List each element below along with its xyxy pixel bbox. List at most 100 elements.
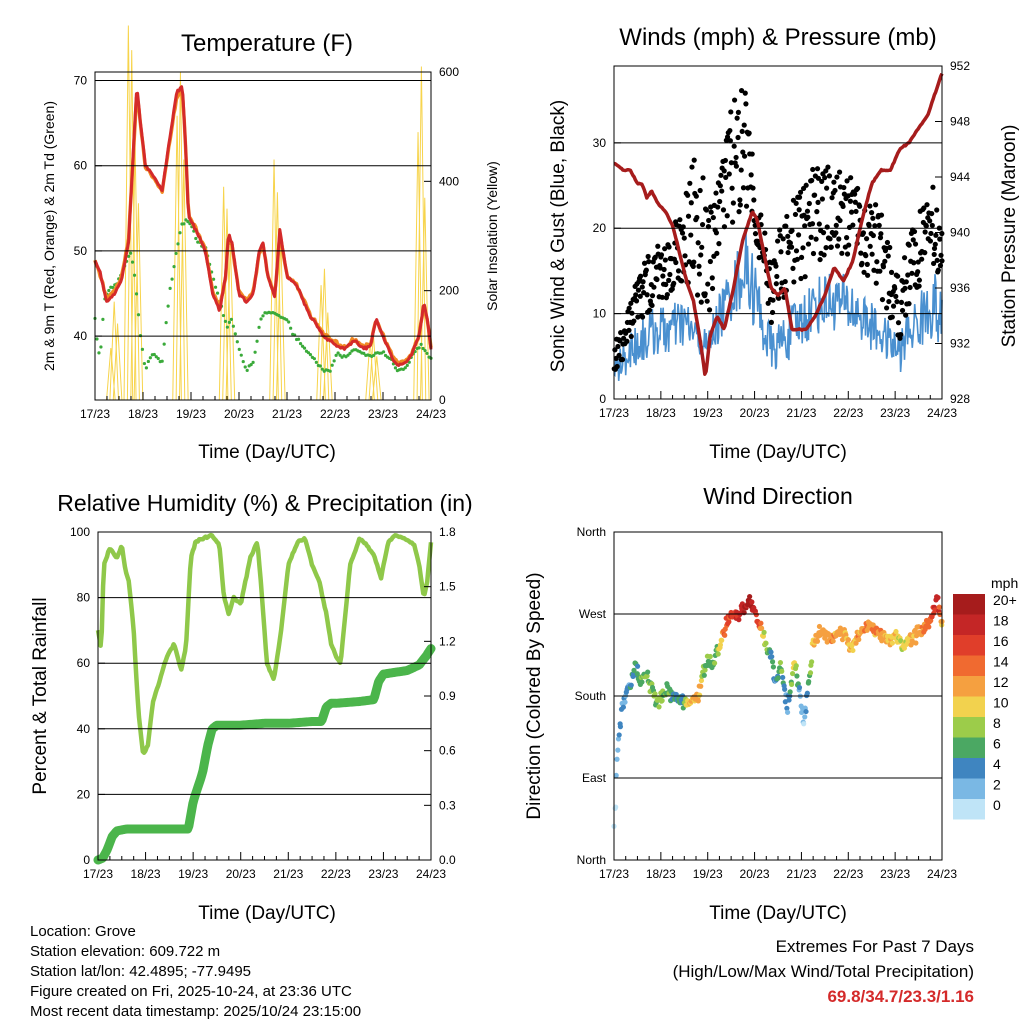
wind-direction-y-tick-label: South (575, 689, 606, 703)
wind-direction-panel: Wind Direction NorthEastSouthWestNorth17… (524, 483, 1018, 924)
dewpoint-point (160, 359, 164, 363)
dewpoint-point (221, 313, 226, 318)
dewpoint-point (227, 320, 231, 324)
dewpoint-point (249, 362, 253, 367)
relative-humidity-line (95, 532, 434, 755)
gust-point (927, 218, 933, 224)
humidity-x-tick-label: 21/23 (273, 867, 303, 881)
colorbar-swatch (953, 594, 985, 615)
gust-point (784, 213, 790, 220)
humidity-y-tick-label: 60 (77, 656, 91, 670)
gust-point (837, 217, 843, 224)
gust-point (804, 208, 811, 214)
wind-direction-point (760, 633, 767, 639)
gust-point (709, 275, 715, 281)
gust-point (782, 278, 788, 285)
dewpoint-point (320, 367, 324, 371)
gust-point (714, 250, 720, 256)
wind-direction-point (788, 681, 795, 687)
gust-point (884, 239, 891, 246)
colorbar-swatch (953, 655, 985, 676)
gust-point (626, 327, 632, 333)
gust-point (709, 285, 716, 292)
wind-direction-x-tick-label: 22/23 (833, 867, 863, 881)
gust-point (796, 194, 803, 200)
gust-point (873, 280, 879, 286)
dewpoint-point (144, 366, 148, 370)
gust-point (877, 268, 883, 274)
gust-point (803, 182, 809, 188)
dewpoint-point (174, 251, 178, 256)
gust-point (698, 299, 704, 305)
wind-direction-point (807, 670, 814, 676)
gust-point (720, 207, 727, 213)
gust-point (780, 236, 786, 242)
dewpoint-point (330, 363, 334, 367)
colorbar-swatch (953, 717, 985, 738)
wind-direction-point (628, 682, 634, 688)
wind-direction-point (901, 645, 908, 651)
wind-direction-point (803, 708, 809, 715)
dewpoint-point (162, 342, 166, 346)
gust-point (703, 207, 710, 213)
dewpoint-point (111, 285, 115, 290)
gust-point (833, 230, 839, 236)
gust-point (751, 197, 757, 203)
gust-point (921, 205, 927, 211)
gust-point (640, 279, 646, 285)
gust-point (824, 185, 830, 191)
gust-point (808, 234, 814, 240)
gust-point (893, 293, 899, 299)
dewpoint-point (255, 339, 259, 343)
wind-direction-point (782, 686, 788, 692)
solar-insolation-spike (269, 159, 279, 401)
gust-point (731, 97, 738, 103)
wind-direction-point (898, 638, 904, 644)
colorbar-label: 18 (993, 613, 1009, 629)
wind-direction-point (717, 642, 724, 648)
humidity-y-tick-label: 0 (83, 853, 90, 867)
dewpoint-point (215, 291, 220, 295)
wind-direction-y-tick-label: East (582, 771, 607, 785)
gust-point (706, 217, 712, 224)
wind-direction-point (816, 623, 823, 630)
temperature-axes: 40 50 60 70 0 200 400 600 17/23 18/23 19/23 20/23 21… (74, 65, 460, 421)
gust-point (915, 269, 921, 275)
wind-direction-point (652, 691, 658, 697)
dewpoint-point (421, 346, 425, 351)
gust-point (662, 257, 668, 263)
gust-point (694, 214, 700, 221)
humidity-y2-tick-label: 0.0 (439, 853, 456, 867)
station-elevation: Station elevation: 609.722 m (30, 943, 221, 960)
gust-point (809, 221, 816, 227)
winds-x-tick-label: 22/23 (833, 406, 863, 420)
wind-direction-point (758, 620, 764, 626)
gust-point (889, 314, 895, 320)
gust-point (817, 256, 823, 263)
gust-point (654, 276, 660, 283)
solar-insolation-spike (413, 132, 423, 401)
dewpoint-point (296, 337, 301, 341)
gust-point (813, 236, 819, 242)
gust-point (832, 187, 838, 194)
gust-point (655, 243, 661, 249)
station-latlon: Station lat/lon: 42.4895; -77.9495 (30, 963, 252, 980)
gust-point (722, 157, 729, 164)
temperature-y-label: 2m & 9m T (Red, Orange) & 2m Td (Green) (41, 101, 57, 371)
colorbar-label: 14 (993, 654, 1009, 670)
gust-point (867, 243, 873, 249)
gust-point (810, 250, 817, 257)
gust-point (693, 193, 699, 199)
gust-point (815, 175, 822, 181)
gust-point (852, 199, 858, 205)
dewpoint-point (312, 357, 316, 361)
wind-direction-point (639, 679, 645, 685)
gust-point (691, 259, 697, 265)
humidity-panel: Relative Humidity (%) & Precipitation (i… (30, 490, 473, 924)
gust-point (628, 300, 634, 306)
solar-insolation-spike (178, 159, 189, 401)
gust-point (909, 270, 915, 276)
gust-point (901, 255, 908, 261)
temperature-plot-frame (94, 71, 432, 401)
dewpoint-point (362, 351, 366, 355)
